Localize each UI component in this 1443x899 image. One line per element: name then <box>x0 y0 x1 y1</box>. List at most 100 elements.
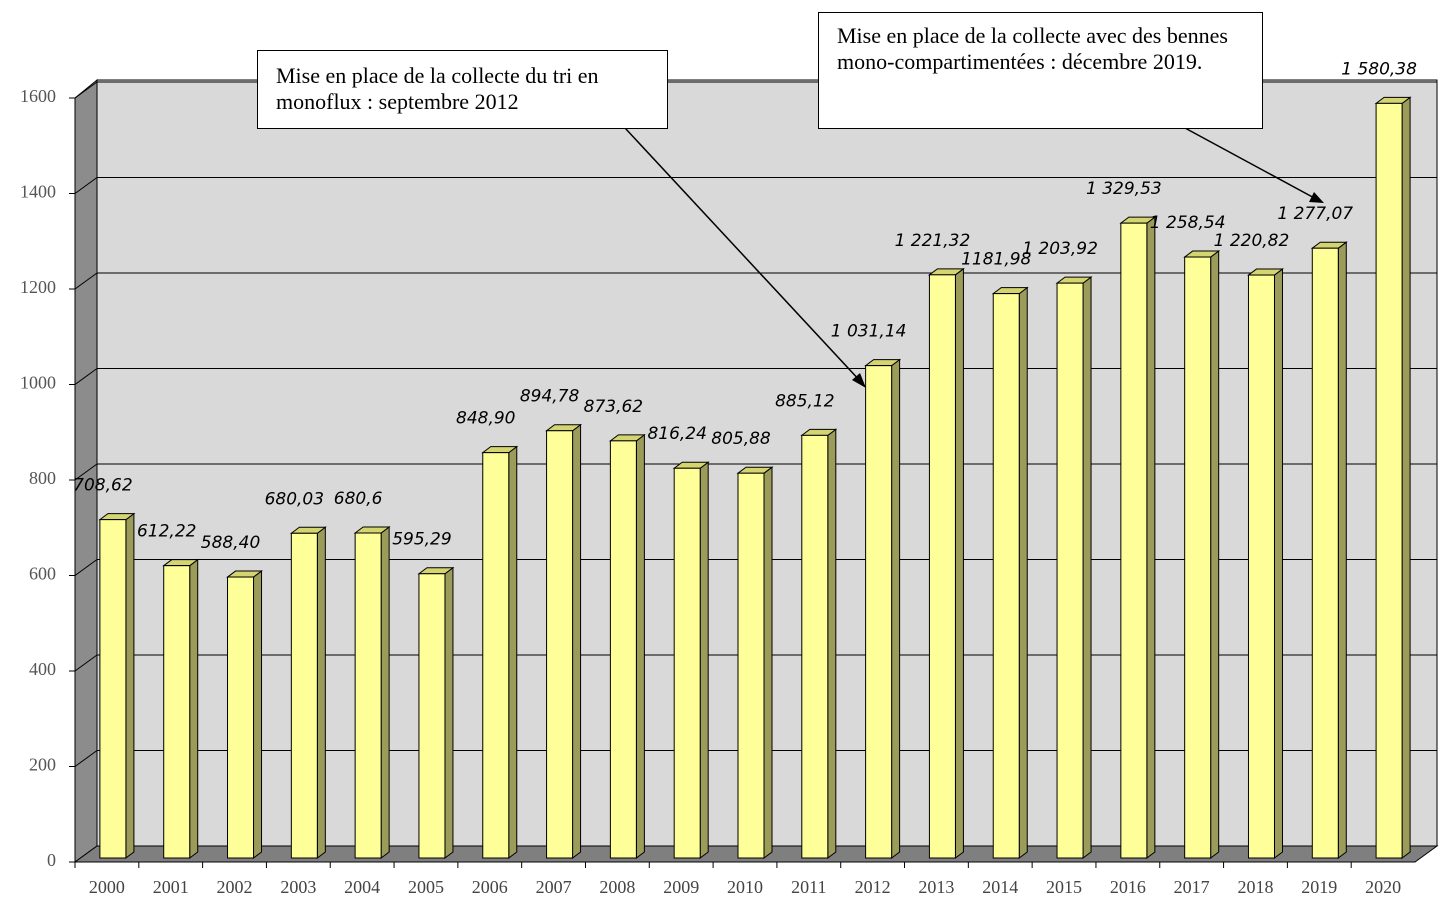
bar-front <box>737 472 765 859</box>
bar <box>800 428 838 859</box>
y-tick-label: 0 <box>47 850 56 870</box>
bar-front <box>1247 274 1275 859</box>
x-tick-label: 2009 <box>663 877 699 897</box>
bar-front <box>354 532 382 859</box>
bar-side <box>1337 241 1347 859</box>
bar <box>672 461 710 859</box>
annotation-box: Mise en place de la collecte du tri en m… <box>257 50 668 129</box>
bar <box>162 558 200 859</box>
value-label: 885,12 <box>775 391 834 411</box>
x-tick-label: 2015 <box>1046 877 1082 897</box>
bar-side <box>1273 268 1283 859</box>
bar <box>98 512 136 860</box>
bar-side <box>572 423 582 859</box>
bar-front <box>99 519 127 859</box>
y-tick-label: 200 <box>29 755 56 775</box>
value-label: 612,22 <box>137 522 196 542</box>
bar <box>1119 216 1157 859</box>
bar-side <box>827 428 837 859</box>
y-tick-label: 1200 <box>20 277 56 297</box>
grid-line <box>74 654 98 672</box>
bar-side <box>1018 286 1028 860</box>
bar-front <box>1184 256 1212 859</box>
grid-line <box>74 272 98 290</box>
y-tick-label: 800 <box>29 468 56 488</box>
value-label: 680,6 <box>334 489 383 509</box>
value-label: 1 277,07 <box>1277 204 1353 224</box>
y-tick-label: 1400 <box>20 182 56 202</box>
bar-side <box>189 558 199 859</box>
bar-front <box>163 565 191 859</box>
bar-side <box>1082 276 1092 859</box>
grid-line <box>74 368 98 385</box>
bar <box>736 466 774 859</box>
arrow-head <box>852 373 866 388</box>
x-tick-label: 2003 <box>280 877 316 897</box>
grid-line <box>74 463 98 481</box>
x-tick-label: 2004 <box>344 877 380 897</box>
bar <box>1183 250 1221 859</box>
value-label: 805,88 <box>711 429 771 449</box>
bar-front <box>609 440 637 859</box>
x-tick-label: 2012 <box>855 877 891 897</box>
annotation-box: Mise en place de la collecte avec des be… <box>818 12 1263 129</box>
bar-side <box>316 526 326 859</box>
value-label: 1 258,54 <box>1150 213 1226 233</box>
bar-side <box>380 526 390 859</box>
x-tick-label: 2000 <box>89 877 125 897</box>
x-tick-label: 2018 <box>1237 877 1273 897</box>
x-tick-label: 2019 <box>1301 877 1337 897</box>
x-tick-label: 2016 <box>1110 877 1146 897</box>
bar-front <box>928 274 956 859</box>
annotation-arrow <box>624 127 863 384</box>
bar-side <box>1146 216 1156 859</box>
bar-side <box>508 445 518 859</box>
bar <box>289 526 327 859</box>
y-tick-label: 600 <box>29 564 56 584</box>
value-label: 1 220,82 <box>1214 231 1290 251</box>
bar-side <box>954 267 964 859</box>
x-tick-label: 2005 <box>408 877 444 897</box>
bar-front <box>546 430 574 859</box>
bar <box>927 267 965 859</box>
bar-front <box>1056 282 1084 859</box>
value-label: 848,90 <box>456 409 515 429</box>
x-tick-label: 2011 <box>791 877 826 897</box>
value-label: 595,29 <box>392 530 451 550</box>
annotation-arrow <box>1184 127 1319 201</box>
grid-line <box>74 559 98 576</box>
bar-front <box>418 573 446 859</box>
bar-front <box>482 452 510 859</box>
x-tick-label: 2010 <box>727 877 763 897</box>
side-wall <box>74 78 98 863</box>
bar-side <box>125 512 135 860</box>
arrow-head <box>1309 192 1324 203</box>
y-tick-label: 1000 <box>20 373 56 393</box>
bar-side <box>699 461 709 859</box>
bar-side <box>253 570 263 859</box>
x-tick-label: 2007 <box>536 877 572 897</box>
bar <box>1055 276 1093 859</box>
x-tick-label: 2002 <box>217 877 253 897</box>
y-tick-label: 400 <box>29 659 56 679</box>
bar <box>226 570 264 859</box>
bar-side <box>763 466 773 859</box>
bar <box>1310 241 1348 859</box>
value-label: 1 203,92 <box>1022 239 1098 259</box>
bar-front <box>1120 222 1148 859</box>
bar-front <box>227 576 255 859</box>
bar <box>1374 96 1412 859</box>
x-tick-label: 2020 <box>1365 877 1401 897</box>
bar <box>417 566 455 859</box>
value-label: 1181,98 <box>961 250 1031 270</box>
bar-side <box>635 433 645 859</box>
value-label: 1 329,53 <box>1086 179 1162 199</box>
bar <box>608 433 646 859</box>
bar-front <box>1375 102 1403 859</box>
value-label: 708,62 <box>73 476 132 496</box>
bar-side <box>1401 96 1411 859</box>
x-tick-label: 2013 <box>918 877 954 897</box>
value-label: 816,24 <box>647 424 706 444</box>
